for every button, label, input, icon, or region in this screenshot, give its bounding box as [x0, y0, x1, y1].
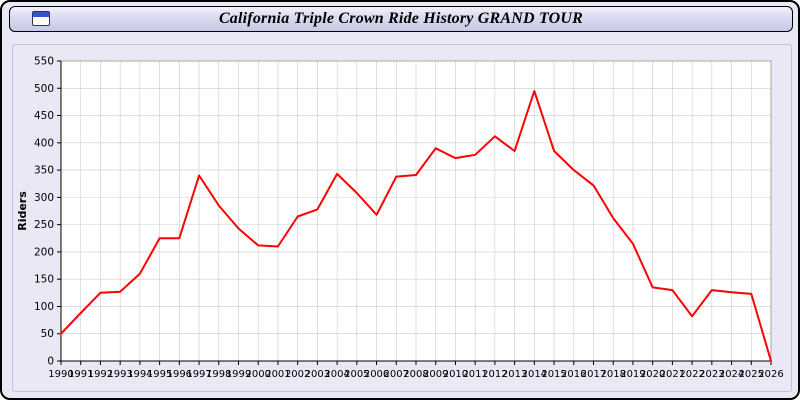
svg-text:1997: 1997 [186, 369, 211, 380]
svg-text:1999: 1999 [226, 369, 251, 380]
svg-text:2008: 2008 [403, 369, 428, 380]
svg-text:2007: 2007 [384, 369, 409, 380]
svg-text:1994: 1994 [127, 369, 152, 380]
svg-text:550: 550 [34, 56, 54, 68]
svg-text:1995: 1995 [147, 369, 172, 380]
title-bar: California Triple Crown Ride History GRA… [9, 6, 793, 32]
svg-text:0: 0 [47, 356, 54, 368]
svg-text:1996: 1996 [167, 369, 192, 380]
svg-text:1992: 1992 [88, 369, 113, 380]
svg-text:1990: 1990 [48, 369, 73, 380]
svg-text:2002: 2002 [285, 369, 310, 380]
svg-text:300: 300 [34, 192, 54, 204]
svg-text:2020: 2020 [640, 369, 665, 380]
svg-text:1993: 1993 [107, 369, 132, 380]
svg-text:50: 50 [41, 328, 54, 340]
svg-text:2016: 2016 [561, 369, 586, 380]
window-chart-icon [32, 11, 50, 26]
svg-text:2021: 2021 [660, 369, 685, 380]
svg-text:2017: 2017 [581, 369, 606, 380]
svg-text:2014: 2014 [522, 369, 547, 380]
svg-text:350: 350 [34, 165, 54, 177]
svg-text:2009: 2009 [423, 369, 448, 380]
svg-text:2004: 2004 [324, 369, 349, 380]
svg-text:2012: 2012 [482, 369, 507, 380]
svg-text:2006: 2006 [364, 369, 389, 380]
svg-text:2022: 2022 [679, 369, 704, 380]
svg-text:450: 450 [34, 110, 54, 122]
svg-text:150: 150 [34, 274, 54, 286]
svg-text:2019: 2019 [620, 369, 645, 380]
svg-text:2010: 2010 [443, 369, 468, 380]
svg-text:2001: 2001 [265, 369, 290, 380]
svg-text:250: 250 [34, 219, 54, 231]
svg-text:2023: 2023 [699, 369, 724, 380]
svg-text:Riders: Riders [16, 191, 29, 231]
svg-text:2000: 2000 [245, 369, 270, 380]
svg-text:2011: 2011 [462, 369, 487, 380]
svg-text:2003: 2003 [305, 369, 330, 380]
svg-text:2005: 2005 [344, 369, 369, 380]
svg-text:2024: 2024 [719, 369, 744, 380]
page-title: California Triple Crown Ride History GRA… [218, 10, 584, 27]
svg-text:400: 400 [34, 137, 54, 149]
chart-panel: 0 50 100 150 200 250 300 350 400 450 500 550 1990 199… [12, 44, 792, 392]
svg-text:200: 200 [34, 246, 54, 258]
svg-text:2015: 2015 [541, 369, 566, 380]
svg-text:1991: 1991 [68, 369, 93, 380]
svg-text:2025: 2025 [739, 369, 764, 380]
svg-text:100: 100 [34, 301, 54, 313]
svg-text:500: 500 [34, 83, 54, 95]
svg-text:2018: 2018 [600, 369, 625, 380]
svg-text:1998: 1998 [206, 369, 231, 380]
chart-svg: 0501001502002503003504004505005501990199… [16, 56, 784, 381]
svg-text:2026: 2026 [758, 369, 783, 380]
svg-text:2013: 2013 [502, 369, 527, 380]
